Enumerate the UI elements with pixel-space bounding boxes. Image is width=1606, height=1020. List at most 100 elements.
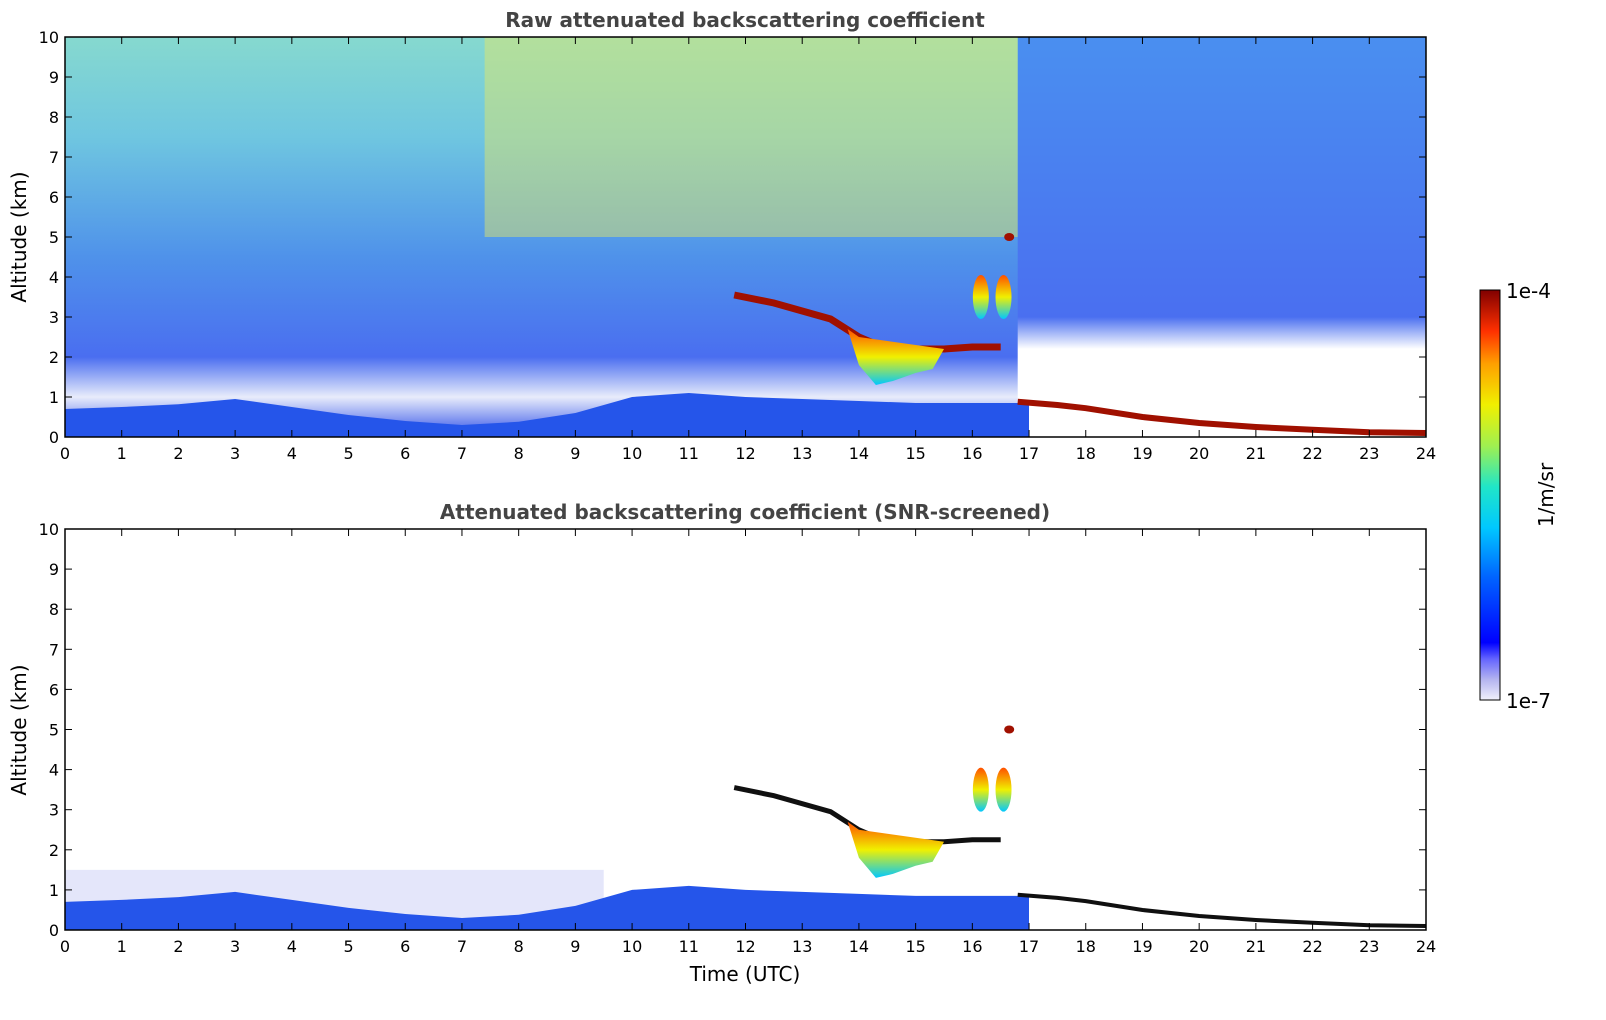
- x-tick-label: 4: [287, 937, 297, 956]
- y-tick-label: 3: [49, 801, 59, 820]
- raw-solar-noise-region: [484, 37, 1018, 237]
- screened-convective-core: [847, 821, 944, 878]
- y-tick-label: 5: [49, 228, 59, 247]
- y-tick-label: 8: [49, 600, 59, 619]
- screened-backscatter-panel: Attenuated backscattering coefficient (S…: [7, 500, 1436, 986]
- cloud-cell: [1004, 725, 1015, 734]
- y-tick-label: 8: [49, 108, 59, 127]
- x-tick-label: 10: [622, 444, 642, 463]
- x-tick-label: 15: [905, 444, 925, 463]
- x-tick-label: 4: [287, 444, 297, 463]
- x-tick-label: 19: [1132, 937, 1152, 956]
- y-tick-label: 1: [49, 388, 59, 407]
- x-tick-label: 2: [173, 937, 183, 956]
- y-tick-label: 2: [49, 348, 59, 367]
- x-tick-label: 11: [679, 937, 699, 956]
- y-tick-label: 6: [49, 680, 59, 699]
- raw-backscatter-panel: Raw attenuated backscattering coefficien…: [7, 8, 1436, 463]
- isolated-cloud-cells: [972, 233, 1015, 319]
- boundary-layer: [65, 393, 1029, 437]
- x-tick-label: 0: [60, 937, 70, 956]
- y-tick-label: 9: [49, 560, 59, 579]
- convective-core: [847, 329, 944, 385]
- x-tick-label: 24: [1416, 937, 1436, 956]
- x-tick-label: 5: [343, 444, 353, 463]
- x-tick-label: 9: [570, 444, 580, 463]
- cloud-cell: [972, 275, 989, 319]
- x-tick-label: 12: [735, 937, 755, 956]
- panel2-y-label: Altitude (km): [7, 664, 31, 795]
- x-tick-label: 23: [1359, 444, 1379, 463]
- y-tick-label: 5: [49, 721, 59, 740]
- panel1-title: Raw attenuated backscattering coefficien…: [505, 8, 985, 32]
- y-tick-label: 7: [49, 640, 59, 659]
- colorbar-min-label: 1e-7: [1506, 689, 1551, 713]
- panel2-plot-area: [65, 725, 1426, 930]
- x-tick-label: 0: [60, 444, 70, 463]
- x-tick-label: 18: [1076, 444, 1096, 463]
- y-tick-label: 10: [39, 28, 59, 47]
- x-tick-label: 3: [230, 444, 240, 463]
- y-tick-label: 7: [49, 148, 59, 167]
- x-tick-label: 7: [457, 444, 467, 463]
- y-tick-label: 4: [49, 761, 59, 780]
- x-tick-label: 1: [117, 937, 127, 956]
- panel1-x-axis: 0 1 2 3 4 5 6 7 8 9 10 11 12 13 14 15 16 17 18 19 20 21 22 23 24: [60, 37, 1436, 463]
- x-tick-label: 24: [1416, 444, 1436, 463]
- x-tick-label: 13: [792, 444, 812, 463]
- panel2-x-axis: 0 1 2 3 4 5 6 7 8 9 10 11 12 13 14 15 16 17 18 19 20 21 22 23 24: [60, 529, 1436, 956]
- cloud-cell: [972, 767, 989, 812]
- x-tick-label: 20: [1189, 444, 1209, 463]
- cloud-cell: [995, 275, 1012, 319]
- x-tick-label: 8: [514, 937, 524, 956]
- x-tick-label: 10: [622, 937, 642, 956]
- x-tick-label: 7: [457, 937, 467, 956]
- x-tick-label: 3: [230, 937, 240, 956]
- x-tick-label: 21: [1246, 937, 1266, 956]
- x-tick-label: 5: [343, 937, 353, 956]
- x-tick-label: 12: [735, 444, 755, 463]
- x-tick-label: 6: [400, 937, 410, 956]
- y-tick-label: 1: [49, 881, 59, 900]
- y-tick-label: 4: [49, 268, 59, 287]
- y-tick-label: 3: [49, 308, 59, 327]
- y-tick-label: 6: [49, 188, 59, 207]
- x-tick-label: 6: [400, 444, 410, 463]
- screened-isolated-cloud-cells: [972, 725, 1015, 812]
- cloud-cell: [1004, 233, 1015, 241]
- y-tick-label: 9: [49, 68, 59, 87]
- x-tick-label: 13: [792, 937, 812, 956]
- x-tick-label: 1: [117, 444, 127, 463]
- raw-night-background: [1017, 37, 1426, 437]
- x-tick-label: 16: [962, 444, 982, 463]
- x-tick-label: 9: [570, 937, 580, 956]
- colorbar: 1e-4 1e-7 1/m/sr: [1479, 279, 1558, 713]
- panel2-title: Attenuated backscattering coefficient (S…: [440, 500, 1050, 524]
- x-tick-label: 20: [1189, 937, 1209, 956]
- y-tick-label: 0: [49, 921, 59, 940]
- colorbar-label: 1/m/sr: [1534, 462, 1558, 527]
- y-tick-label: 2: [49, 841, 59, 860]
- x-tick-label: 8: [514, 444, 524, 463]
- x-tick-label: 17: [1019, 444, 1039, 463]
- panel2-x-label: Time (UTC): [689, 962, 801, 986]
- screened-boundary-layer: [65, 885, 1029, 930]
- cloud-cell: [995, 767, 1012, 812]
- colorbar-gradient: [1479, 289, 1501, 701]
- x-tick-label: 16: [962, 937, 982, 956]
- panel1-plot-area: [65, 37, 1426, 437]
- x-tick-label: 23: [1359, 937, 1379, 956]
- y-tick-label: 10: [39, 520, 59, 539]
- colorbar-max-label: 1e-4: [1506, 279, 1551, 303]
- y-tick-label: 0: [49, 428, 59, 447]
- x-tick-label: 21: [1246, 444, 1266, 463]
- x-tick-label: 14: [849, 937, 869, 956]
- x-tick-label: 2: [173, 444, 183, 463]
- panel1-y-axis: 0 1 2 3 4 5 6 7 8 9 10: [39, 28, 1426, 447]
- x-tick-label: 14: [849, 444, 869, 463]
- x-tick-label: 18: [1076, 937, 1096, 956]
- x-tick-label: 22: [1302, 937, 1322, 956]
- x-tick-label: 15: [905, 937, 925, 956]
- panel1-y-label: Altitude (km): [7, 171, 31, 302]
